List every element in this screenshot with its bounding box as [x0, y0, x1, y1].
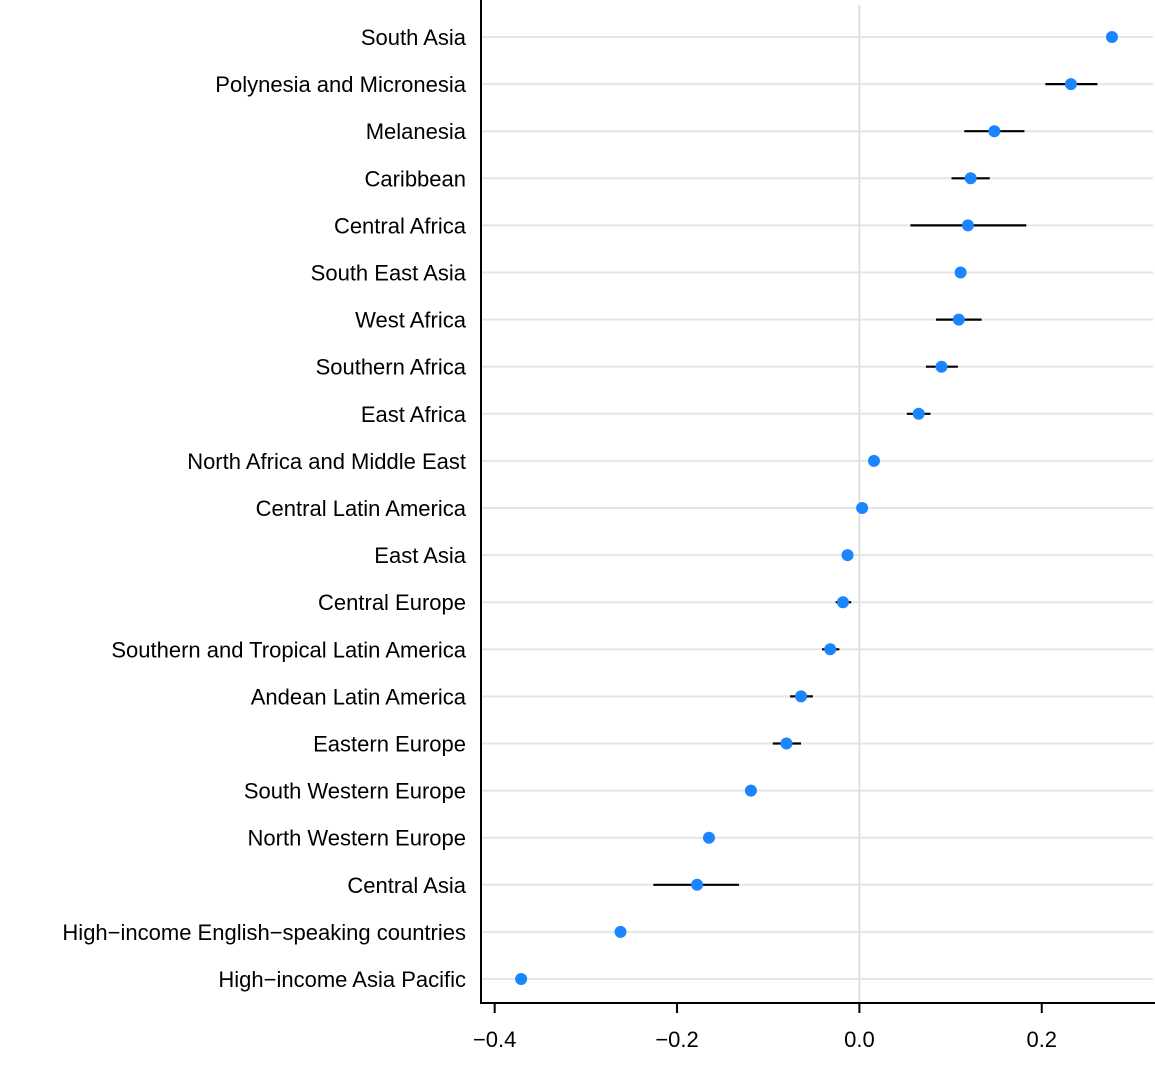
category-label: North Africa and Middle East — [187, 449, 466, 474]
category-label: Central Asia — [347, 873, 466, 898]
estimate-point — [824, 643, 837, 656]
estimate-point — [961, 219, 974, 232]
category-label: South Asia — [361, 25, 467, 50]
estimate-points — [515, 31, 1118, 985]
estimate-point — [867, 454, 880, 467]
x-tick-label: −0.2 — [655, 1027, 698, 1052]
category-label: Central Europe — [318, 590, 466, 615]
category-label: Central Latin America — [256, 496, 467, 521]
x-tick-label: −0.4 — [473, 1027, 516, 1052]
confidence-intervals — [653, 82, 1098, 886]
category-label: East Asia — [374, 543, 466, 568]
category-labels: South Asia Polynesia and Micronesia Melane… — [62, 25, 466, 992]
estimate-point — [1064, 78, 1077, 91]
category-label: South Western Europe — [244, 779, 466, 804]
gridlines — [481, 36, 1153, 980]
estimate-point — [780, 737, 793, 750]
axes: −0.4 −0.2 0.0 0.2 — [473, 0, 1155, 1052]
estimate-point — [954, 266, 967, 279]
category-label: Caribbean — [364, 166, 466, 191]
category-label: South East Asia — [311, 261, 467, 286]
category-label: East Africa — [361, 402, 467, 427]
estimate-point — [836, 596, 849, 609]
category-label: West Africa — [355, 308, 467, 333]
category-label: Southern Africa — [316, 355, 467, 380]
x-tick-label: 0.2 — [1026, 1027, 1057, 1052]
estimate-point — [614, 925, 627, 938]
estimate-point — [988, 125, 1001, 138]
estimate-point — [964, 172, 977, 185]
x-tick-label: 0.0 — [844, 1027, 875, 1052]
category-label: Eastern Europe — [313, 732, 466, 757]
estimate-point — [856, 502, 869, 514]
category-label: Polynesia and Micronesia — [215, 72, 466, 97]
category-label: High−income Asia Pacific — [218, 967, 466, 992]
category-label: Southern and Tropical Latin America — [111, 637, 466, 662]
category-label: Melanesia — [366, 119, 467, 144]
category-label: North Western Europe — [248, 826, 466, 851]
estimate-point — [515, 973, 528, 985]
estimate-point — [1105, 31, 1118, 43]
estimate-point — [841, 549, 854, 562]
category-label: Andean Latin America — [251, 684, 467, 709]
estimate-point — [952, 313, 965, 326]
estimate-point — [795, 690, 808, 703]
estimate-point — [912, 407, 925, 420]
category-label: Central Africa — [334, 213, 467, 238]
category-label: High−income English−speaking countries — [62, 920, 466, 945]
estimate-point — [935, 360, 948, 373]
estimate-point — [702, 831, 715, 844]
estimate-point — [744, 784, 757, 797]
estimate-point — [691, 878, 704, 891]
